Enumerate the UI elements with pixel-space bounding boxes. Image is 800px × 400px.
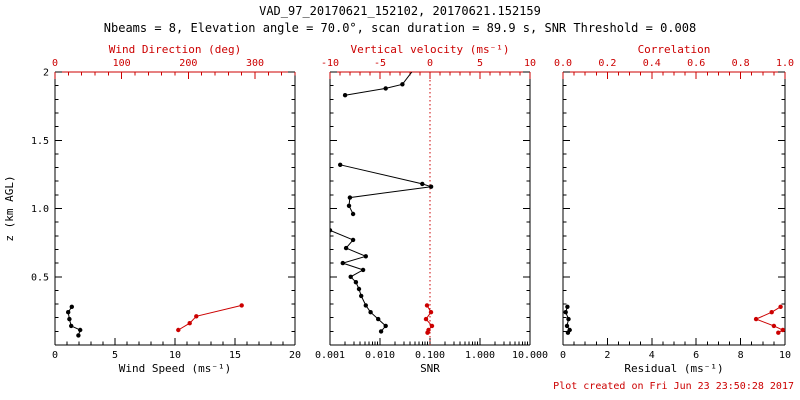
svg-text:1.5: 1.5 bbox=[31, 136, 49, 147]
svg-text:300: 300 bbox=[246, 58, 264, 69]
svg-text:0.0: 0.0 bbox=[554, 58, 572, 69]
svg-text:2: 2 bbox=[604, 350, 610, 361]
plot-created-timestamp: Plot created on Fri Jun 23 23:50:28 2017 bbox=[553, 381, 794, 392]
svg-text:1.0: 1.0 bbox=[776, 58, 794, 69]
svg-text:100: 100 bbox=[113, 58, 131, 69]
svg-text:z (km AGL): z (km AGL) bbox=[3, 175, 16, 241]
svg-text:0.001: 0.001 bbox=[315, 350, 345, 361]
svg-text:10: 10 bbox=[779, 350, 791, 361]
svg-text:Wind Speed (ms⁻¹): Wind Speed (ms⁻¹) bbox=[119, 362, 232, 375]
svg-text:0.8: 0.8 bbox=[732, 58, 750, 69]
svg-text:200: 200 bbox=[179, 58, 197, 69]
svg-text:0: 0 bbox=[52, 350, 58, 361]
svg-text:5: 5 bbox=[477, 58, 483, 69]
svg-text:0.6: 0.6 bbox=[687, 58, 705, 69]
plot-title: VAD_97_20170621_152102, 20170621.152159 bbox=[259, 4, 541, 18]
svg-text:0.4: 0.4 bbox=[643, 58, 661, 69]
svg-text:5: 5 bbox=[112, 350, 118, 361]
svg-text:SNR: SNR bbox=[420, 362, 440, 375]
svg-text:4: 4 bbox=[649, 350, 655, 361]
plot-subtitle: Nbeams = 8, Elevation angle = 70.0°, sca… bbox=[103, 21, 697, 35]
svg-text:Wind Direction (deg): Wind Direction (deg) bbox=[109, 43, 241, 56]
svg-text:0.2: 0.2 bbox=[598, 58, 616, 69]
svg-text:0.5: 0.5 bbox=[31, 272, 49, 283]
svg-text:8: 8 bbox=[738, 350, 744, 361]
svg-text:0: 0 bbox=[427, 58, 433, 69]
svg-text:1.000: 1.000 bbox=[465, 350, 495, 361]
svg-text:0.100: 0.100 bbox=[415, 350, 445, 361]
svg-text:Vertical velocity (ms⁻¹): Vertical velocity (ms⁻¹) bbox=[351, 43, 510, 56]
svg-text:6: 6 bbox=[693, 350, 699, 361]
svg-text:10.000: 10.000 bbox=[512, 350, 548, 361]
svg-text:20: 20 bbox=[289, 350, 301, 361]
svg-text:0: 0 bbox=[560, 350, 566, 361]
svg-text:Correlation: Correlation bbox=[638, 43, 711, 56]
svg-text:Residual (ms⁻¹): Residual (ms⁻¹) bbox=[624, 362, 723, 375]
svg-text:0.010: 0.010 bbox=[365, 350, 395, 361]
svg-text:10: 10 bbox=[169, 350, 181, 361]
svg-text:1.0: 1.0 bbox=[31, 204, 49, 215]
svg-text:-5: -5 bbox=[374, 58, 386, 69]
svg-text:2: 2 bbox=[43, 68, 49, 79]
svg-text:15: 15 bbox=[229, 350, 241, 361]
svg-text:-10: -10 bbox=[321, 58, 339, 69]
svg-text:0: 0 bbox=[52, 58, 58, 69]
svg-text:10: 10 bbox=[524, 58, 536, 69]
